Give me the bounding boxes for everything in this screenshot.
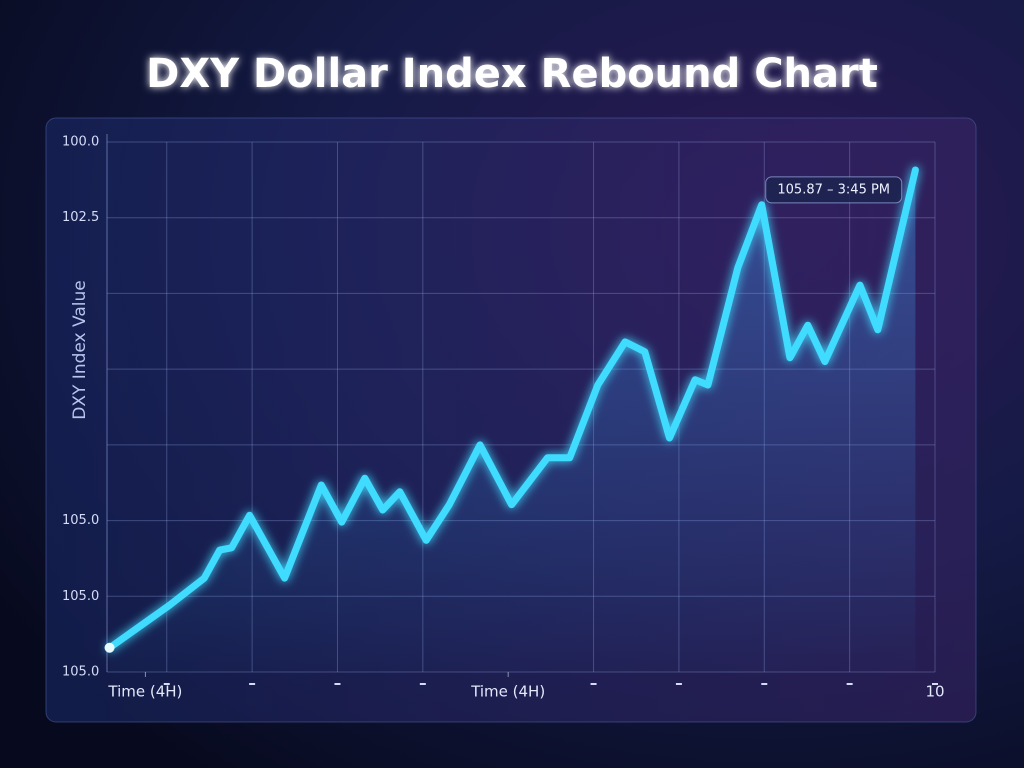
y-axis-label: DXY Index Value xyxy=(70,280,90,419)
y-tick-label: 105.0 xyxy=(62,513,99,528)
y-tick-label: 105.0 xyxy=(62,665,99,680)
line xyxy=(106,166,919,652)
x-tick-label: Time (4H) xyxy=(107,683,182,701)
y-tick-label: 102.5 xyxy=(62,210,99,225)
start-point xyxy=(104,642,115,653)
y-tick-label: 105.0 xyxy=(62,589,99,604)
x-tick-label: 10 xyxy=(925,683,944,701)
annotation: 105.87 – 3:45 PM xyxy=(777,182,890,197)
area xyxy=(109,170,916,672)
chart-title: DXY Dollar Index Rebound Chart xyxy=(146,51,878,97)
x-tick-label: Time (4H) xyxy=(470,683,545,701)
y-tick-label: 100.0 xyxy=(62,135,99,150)
annotation-box xyxy=(765,176,903,204)
